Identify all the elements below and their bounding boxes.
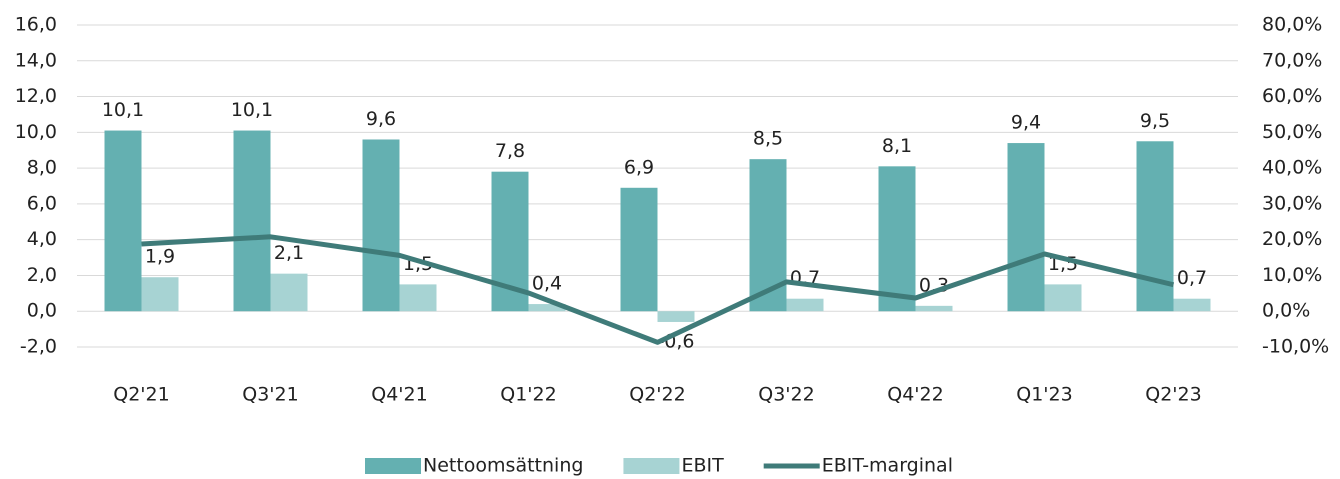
- bar: [620, 187, 658, 312]
- y-tick-label: -2,0: [20, 336, 57, 358]
- bar: [1007, 143, 1045, 312]
- x-tick-label: Q4'21: [371, 384, 427, 406]
- y2-tick-label: 30,0%: [1262, 192, 1322, 214]
- y2-tick-label: 0,0%: [1262, 300, 1310, 322]
- legend-label: EBIT: [681, 455, 724, 477]
- x-tick-label: Q2'23: [1145, 384, 1201, 406]
- bar: [1044, 284, 1082, 312]
- x-tick-label: Q1'23: [1016, 384, 1072, 406]
- bar: [141, 277, 179, 312]
- legend-label: EBIT-marginal: [822, 455, 953, 477]
- bar: [915, 305, 953, 312]
- bar: [399, 284, 437, 312]
- bar: [233, 130, 271, 312]
- data-label: 7,8: [495, 140, 525, 162]
- data-label: 1,9: [145, 246, 175, 268]
- x-tick-label: Q3'21: [242, 384, 298, 406]
- y2-tick-label: 80,0%: [1262, 14, 1322, 36]
- bar: [104, 130, 142, 312]
- data-label: 9,5: [1140, 110, 1170, 132]
- bar: [1173, 298, 1211, 312]
- x-tick-label: Q3'22: [758, 384, 814, 406]
- y-tick-label: 2,0: [27, 264, 57, 286]
- bar: [362, 139, 400, 312]
- data-label: 0,7: [1177, 267, 1207, 289]
- data-label: 2,1: [274, 242, 304, 264]
- x-tick-label: Q1'22: [500, 384, 556, 406]
- y-tick-label: 10,0: [15, 121, 57, 143]
- y-tick-label: 0,0: [27, 300, 57, 322]
- data-label: 6,9: [624, 156, 654, 178]
- y-tick-label: 8,0: [27, 157, 57, 179]
- y2-tick-label: 20,0%: [1262, 228, 1322, 250]
- x-tick-label: Q2'21: [113, 384, 169, 406]
- y-tick-label: 16,0: [15, 14, 57, 36]
- data-label: 0,4: [532, 273, 562, 295]
- data-label: 10,1: [102, 99, 144, 121]
- x-tick-label: Q2'22: [629, 384, 685, 406]
- y-tick-label: 6,0: [27, 192, 57, 214]
- bar: [786, 298, 824, 312]
- legend-swatch: [623, 458, 680, 474]
- y2-tick-label: 40,0%: [1262, 157, 1322, 179]
- legend-swatch: [365, 458, 421, 474]
- bar: [878, 166, 916, 312]
- bar: [270, 273, 308, 312]
- data-label: 8,5: [753, 128, 783, 150]
- bar: [528, 304, 566, 312]
- y-tick-label: 12,0: [15, 85, 57, 107]
- y2-tick-label: 60,0%: [1262, 85, 1322, 107]
- data-label: 9,4: [1011, 112, 1041, 134]
- y2-tick-label: -10,0%: [1262, 336, 1329, 358]
- bar: [657, 311, 695, 322]
- y2-tick-label: 10,0%: [1262, 264, 1322, 286]
- data-label: 10,1: [231, 99, 273, 121]
- y2-tick-label: 70,0%: [1262, 49, 1322, 71]
- legend-label: Nettoomsättning: [423, 455, 583, 477]
- data-label: 8,1: [882, 135, 912, 157]
- y-tick-label: 4,0: [27, 228, 57, 250]
- x-tick-label: Q4'22: [887, 384, 943, 406]
- data-label: 9,6: [366, 108, 396, 130]
- y2-tick-label: 50,0%: [1262, 121, 1322, 143]
- line: [141, 234, 1175, 345]
- y-tick-label: 14,0: [15, 49, 57, 71]
